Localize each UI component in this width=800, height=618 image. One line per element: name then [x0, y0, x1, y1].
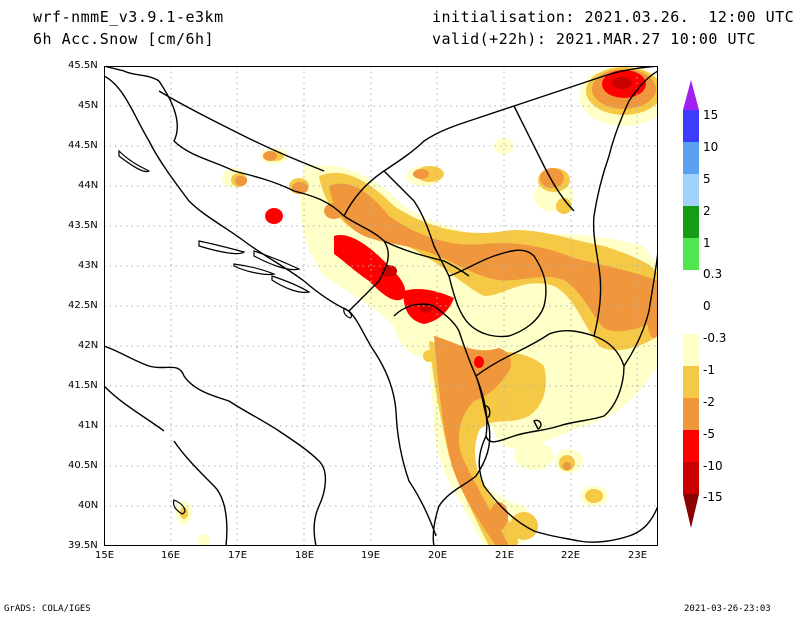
- lat-tick-44N: 44N: [78, 180, 99, 191]
- lat-tick-41.5N: 41.5N: [68, 380, 98, 391]
- lon-tick-20E: 20E: [428, 550, 448, 561]
- lon-tick-22E: 22E: [561, 550, 581, 561]
- colorbar-label: -2: [703, 395, 715, 409]
- colorbar-swatch: [683, 238, 699, 270]
- colorbar-label: -1: [703, 363, 715, 377]
- lat-tick-41N: 41N: [78, 420, 99, 431]
- colorbar-label: 5: [703, 172, 711, 186]
- colorbar-swatch: [683, 206, 699, 238]
- colorbar-label: 10: [703, 140, 719, 154]
- lat-tick-42.5N: 42.5N: [68, 300, 98, 311]
- colorbar-top-arrow: [683, 80, 699, 110]
- colorbar-label: -5: [703, 427, 715, 441]
- colorbar-swatch: [683, 142, 699, 174]
- colorbar-bottom-arrow: [683, 494, 699, 528]
- snow-field-extreme: [381, 77, 632, 313]
- colorbar-swatch: [683, 334, 699, 366]
- lat-tick-42N: 42N: [78, 340, 99, 351]
- lat-tick-43.5N: 43.5N: [68, 220, 98, 231]
- lat-tick-43N: 43N: [78, 260, 99, 271]
- lat-tick-45N: 45N: [78, 100, 99, 111]
- colorbar-swatch: [683, 462, 699, 494]
- lat-tick-45.5N: 45.5N: [68, 60, 98, 71]
- lon-tick-23E: 23E: [628, 550, 648, 561]
- lon-tick-21E: 21E: [495, 550, 515, 561]
- colorbar-label: 0: [703, 299, 711, 313]
- model-title: wrf-nmmE_v3.9.1-e3km: [33, 8, 224, 26]
- valid-time: valid(+22h): 2021.MAR.27 10:00 UTC: [432, 30, 757, 48]
- lon-tick-15E: 15E: [95, 550, 115, 561]
- lat-tick-39.5N: 39.5N: [68, 540, 98, 551]
- colorbar-swatch: [683, 302, 699, 334]
- colorbar-label: -15: [703, 490, 723, 504]
- map-frame: [104, 66, 658, 546]
- colorbar-swatch: [683, 270, 699, 302]
- render-timestamp: 2021-03-26-23:03: [684, 604, 771, 614]
- lon-tick-16E: 16E: [161, 550, 181, 561]
- variable-title: 6h Acc.Snow [cm/6h]: [33, 30, 215, 48]
- lat-tick-44.5N: 44.5N: [68, 140, 98, 151]
- snow-map: [104, 66, 658, 546]
- init-time: initialisation: 2021.03.26. 12:00 UTC: [432, 8, 795, 26]
- lon-tick-17E: 17E: [228, 550, 248, 561]
- colorbar: [683, 80, 699, 528]
- snowfall-field: [176, 66, 658, 546]
- colorbar-label: 0.3: [703, 267, 723, 281]
- colorbar-swatch: [683, 174, 699, 206]
- colorbar-swatch: [683, 398, 699, 430]
- colorbar-label: -0.3: [703, 331, 727, 345]
- colorbar-label: -10: [703, 459, 723, 473]
- lon-tick-19E: 19E: [361, 550, 381, 561]
- grads-credit: GrADS: COLA/IGES: [4, 604, 91, 614]
- colorbar-label: 2: [703, 204, 711, 218]
- colorbar-label: 1: [703, 236, 711, 250]
- lat-tick-40.5N: 40.5N: [68, 460, 98, 471]
- lon-tick-18E: 18E: [295, 550, 315, 561]
- colorbar-swatch: [683, 366, 699, 398]
- islands: [118, 149, 353, 515]
- lat-tick-40N: 40N: [78, 500, 99, 511]
- colorbar-swatch: [683, 430, 699, 462]
- country-borders: [104, 66, 658, 546]
- colorbar-swatch: [683, 110, 699, 142]
- colorbar-label: 15: [703, 108, 719, 122]
